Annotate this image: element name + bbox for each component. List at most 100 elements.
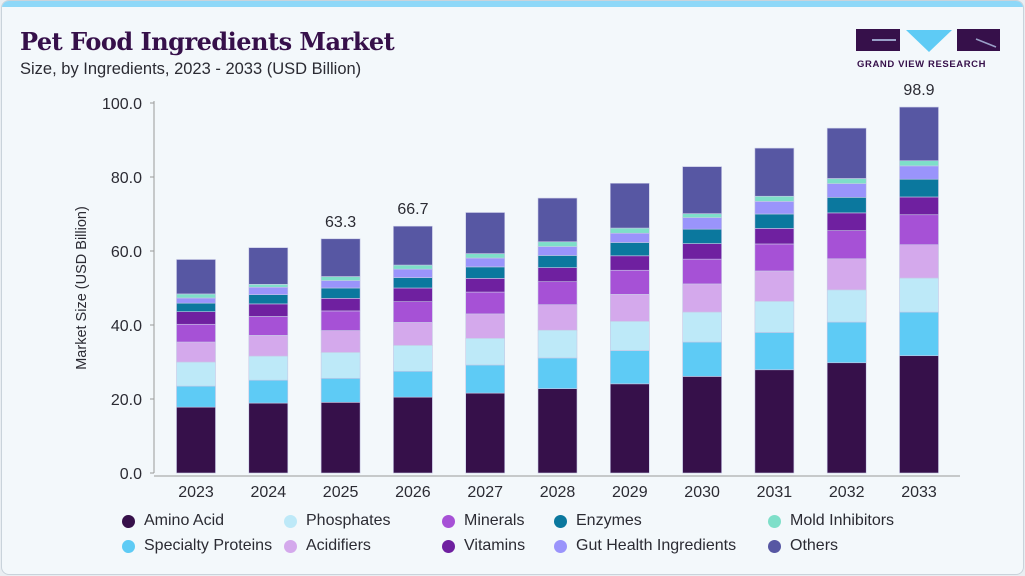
bar-segment-amino-acid (899, 355, 939, 474)
bar-segment-amino-acid (465, 392, 506, 474)
bar-segment-vitamins (754, 228, 795, 245)
bar-segment-amino-acid (248, 402, 289, 474)
bar-segment-acidifiers (537, 304, 578, 331)
bar-segment-gut-health-ingredients (826, 183, 867, 198)
x-tick-label: 2029 (612, 484, 648, 501)
bar-segment-minerals (465, 291, 506, 315)
bar-segment-amino-acid (826, 362, 867, 474)
bar-segment-amino-acid (176, 406, 216, 474)
legend-label: Vitamins (464, 537, 526, 554)
bar-segment-gut-health-ingredients (609, 232, 650, 243)
bar-segment-vitamins (176, 311, 216, 325)
bar-segment-specialty-proteins (682, 341, 722, 377)
legend-item: Specialty Proteins (122, 537, 272, 555)
bar-segment-gut-health-ingredients (899, 165, 939, 180)
y-axis-label: Market Size (USD Billion) (74, 206, 90, 370)
bar-segment-minerals (176, 323, 216, 343)
bar-segment-others (393, 225, 433, 266)
bar-segment-acidifiers (393, 322, 433, 346)
bar-segment-vitamins (682, 243, 722, 260)
bar-segment-specialty-proteins (393, 370, 433, 398)
bar-segment-vitamins (393, 287, 433, 302)
bar-segment-enzymes (465, 266, 506, 279)
legend-swatch-icon (442, 539, 455, 553)
legend-item: Enzymes (554, 512, 642, 530)
legend-label: Gut Health Ingredients (576, 537, 737, 554)
bar-segment-mold-inhibitors (465, 253, 506, 259)
bar-segment-enzymes (609, 242, 650, 257)
bar-segment-others (320, 238, 361, 277)
bar-segment-phosphates (537, 329, 578, 359)
bar-segment-acidifiers (826, 258, 867, 291)
bar-segment-minerals (826, 230, 867, 260)
bar-segment-gut-health-ingredients (754, 201, 795, 215)
legend-label: Amino Acid (144, 512, 225, 529)
bar-segment-mold-inhibitors (609, 227, 650, 234)
bar-segment-gut-health-ingredients (248, 286, 289, 295)
x-tick-label: 2023 (178, 484, 214, 501)
bar-segment-phosphates (609, 320, 650, 351)
bar-segment-minerals (537, 281, 578, 305)
bar-segment-mold-inhibitors (248, 283, 289, 288)
bar-segment-amino-acid (754, 369, 795, 474)
y-tick-label: 100.0 (102, 96, 142, 113)
legend-swatch-icon (284, 514, 297, 528)
bar-segment-specialty-proteins (899, 311, 939, 357)
bar-segment-specialty-proteins (176, 385, 216, 408)
bar-segment-acidifiers (899, 244, 939, 279)
bar-segment-specialty-proteins (754, 332, 795, 371)
bar-segment-minerals (320, 310, 361, 331)
bar-segment-amino-acid (609, 383, 650, 474)
bar-segment-others (609, 182, 650, 229)
bar-segment-vitamins (320, 298, 361, 312)
bar-segment-phosphates (465, 338, 506, 366)
x-tick-label: 2032 (829, 484, 865, 501)
legend-swatch-icon (122, 539, 135, 553)
x-tick-label: 2033 (901, 484, 937, 501)
bar-segment-acidifiers (320, 330, 361, 353)
bar-segment-enzymes (826, 197, 867, 214)
legend-item: Acidifiers (284, 537, 371, 555)
x-tick-label: 2024 (251, 484, 287, 501)
bar-segment-mold-inhibitors (899, 160, 939, 167)
legend-item: Amino Acid (122, 512, 224, 530)
bar-segment-minerals (682, 258, 722, 285)
chart-subtitle: Size, by Ingredients, 2023 - 2033 (USD B… (20, 60, 362, 78)
legend-item: Others (768, 537, 838, 555)
bar-segment-others (754, 147, 795, 197)
bar-segment-enzymes (899, 178, 939, 198)
bar-segment-phosphates (320, 352, 361, 379)
bar-segment-mold-inhibitors (320, 276, 361, 281)
bar-segment-enzymes (248, 294, 289, 305)
data-label: 63.3 (325, 214, 356, 231)
bar-segment-enzymes (176, 302, 216, 312)
bar-segment-phosphates (176, 361, 216, 387)
bar-segment-mold-inhibitors (682, 213, 722, 219)
bar-segment-others (248, 247, 289, 285)
legend-swatch-icon (768, 514, 781, 528)
bar-segment-minerals (899, 214, 939, 246)
legend-swatch-icon (768, 539, 781, 553)
bar-segment-phosphates (393, 345, 433, 372)
logo-text: GRAND VIEW RESEARCH (857, 59, 987, 70)
legend-label: Mold Inhibitors (790, 512, 895, 529)
bar-segment-mold-inhibitors (537, 241, 578, 247)
bar-segment-others (465, 212, 506, 254)
x-tick-label: 2025 (323, 484, 359, 501)
bar-segment-gut-health-ingredients (465, 257, 506, 268)
x-tick-label: 2030 (684, 484, 720, 501)
bar-segment-phosphates (248, 355, 289, 381)
x-tick-label: 2027 (467, 484, 503, 501)
gvr-logo (856, 29, 1000, 52)
bar-segment-specialty-proteins (248, 379, 289, 404)
legend-item: Minerals (442, 512, 524, 530)
bar-segment-gut-health-ingredients (320, 280, 361, 289)
y-tick-label: 80.0 (111, 170, 142, 187)
bar-segment-phosphates (826, 289, 867, 323)
bar-segment-minerals (248, 316, 289, 336)
x-tick-label: 2028 (540, 484, 576, 501)
legend-label: Acidifiers (306, 537, 371, 554)
bar-segment-enzymes (320, 287, 361, 299)
bar-segment-vitamins (826, 212, 867, 231)
